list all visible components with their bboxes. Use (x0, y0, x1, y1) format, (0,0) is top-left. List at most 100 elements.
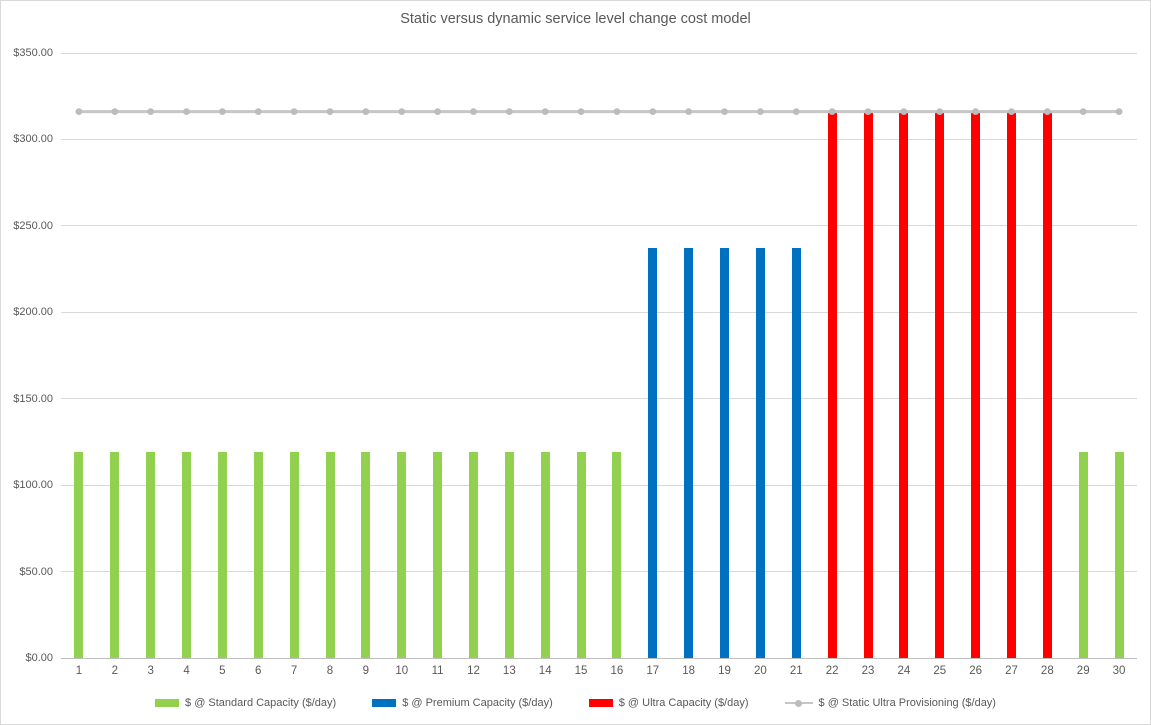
legend-label: $ @ Premium Capacity ($/day) (402, 697, 553, 709)
bar-day-30 (1114, 452, 1124, 658)
bar-day-6 (253, 452, 263, 658)
x-axis-label: 28 (1040, 665, 1054, 677)
x-axis-label: 7 (290, 665, 298, 677)
line-marker (254, 108, 262, 115)
line-marker (183, 108, 190, 115)
bar-day-10 (397, 452, 407, 658)
y-axis-label: $350.00 (13, 47, 53, 59)
line-marker (613, 108, 621, 115)
line-marker (326, 108, 334, 115)
x-axis-label: 22 (825, 665, 839, 677)
x-axis-label: 13 (502, 665, 516, 677)
gridline (61, 311, 1137, 313)
x-axis-label: 24 (897, 665, 911, 677)
bar-day-19 (720, 248, 730, 658)
bar-day-18 (684, 248, 694, 658)
bar-day-15 (576, 452, 586, 658)
line-marker (721, 108, 728, 115)
legend-label: $ @ Standard Capacity ($/day) (185, 697, 337, 709)
x-axis-label: 21 (789, 665, 803, 677)
x-axis-label: 9 (362, 665, 370, 677)
x-axis-label: 2 (111, 665, 118, 677)
bar-day-7 (289, 452, 299, 658)
gridline (61, 52, 1137, 54)
x-axis-label: 5 (219, 665, 226, 677)
legend-swatch-bar (155, 699, 180, 707)
bar-day-21 (791, 248, 801, 658)
gridline (61, 484, 1137, 486)
bar-day-12 (468, 452, 478, 658)
bar-day-23 (863, 111, 873, 658)
bar-day-27 (1006, 111, 1016, 658)
legend-item: $ @ Premium Capacity ($/day) (372, 697, 553, 709)
y-axis-label: $250.00 (13, 219, 53, 232)
bar-day-16 (612, 452, 622, 658)
line-marker (649, 108, 657, 115)
bar-day-14 (540, 452, 550, 658)
bar-day-3 (146, 452, 156, 658)
line-marker (434, 108, 441, 115)
x-axis-label: 25 (933, 665, 947, 677)
gridline (61, 225, 1137, 227)
legend-swatch-bar (372, 699, 397, 707)
bar-day-25 (935, 111, 945, 658)
bar-day-1 (74, 452, 84, 658)
line-marker (219, 108, 226, 115)
x-axis-line (61, 657, 1137, 659)
line-marker (290, 108, 298, 115)
bar-day-20 (755, 248, 765, 658)
line-marker (505, 108, 513, 115)
bar-day-8 (325, 452, 335, 658)
plot-area (61, 52, 1137, 659)
legend-label: $ @ Static Ultra Provisioning ($/day) (818, 697, 996, 709)
legend-marker-dot (795, 699, 803, 707)
bar-day-26 (971, 111, 981, 658)
y-axis-label: $300.00 (13, 133, 53, 146)
bar-day-28 (1042, 111, 1052, 658)
x-axis-label: 20 (753, 665, 767, 677)
gridline (61, 398, 1137, 400)
gridline (61, 571, 1137, 573)
line-marker (470, 108, 477, 115)
legend-swatch-bar (588, 699, 613, 707)
line-marker (577, 108, 585, 115)
y-axis-label: $150.00 (13, 392, 53, 405)
x-axis-label: 3 (147, 665, 154, 677)
bar-day-5 (217, 452, 227, 658)
line-marker (685, 108, 693, 115)
line-marker (792, 108, 800, 115)
legend-item: $ @ Static Ultra Provisioning ($/day) (784, 697, 996, 709)
x-axis-label: 12 (467, 665, 480, 677)
y-axis-label: $100.00 (13, 479, 53, 492)
x-axis-label: 10 (395, 665, 409, 677)
bar-day-9 (361, 452, 371, 658)
line-marker (541, 108, 549, 115)
x-axis-label: 26 (969, 665, 982, 677)
line-marker (1079, 108, 1087, 115)
x-axis-label: 1 (75, 665, 83, 677)
line-marker (757, 108, 764, 115)
gridline (61, 138, 1137, 140)
bar-day-29 (1078, 452, 1088, 658)
x-axis-label: 18 (682, 665, 696, 677)
bar-day-17 (648, 248, 658, 658)
x-axis-label: 14 (538, 665, 552, 677)
bar-day-4 (182, 452, 192, 658)
x-axis-label: 8 (326, 665, 334, 677)
line-marker (75, 108, 83, 115)
line-marker (398, 108, 406, 115)
line-marker (111, 108, 119, 115)
y-axis-label: $0.00 (25, 652, 53, 664)
line-marker (362, 108, 370, 115)
x-axis-label: 4 (183, 665, 190, 677)
bar-day-13 (504, 452, 514, 658)
legend-swatch-line (784, 699, 813, 708)
legend-label: $ @ Ultra Capacity ($/day) (618, 697, 749, 709)
legend-item: $ @ Ultra Capacity ($/day) (588, 697, 749, 709)
legend: $ @ Standard Capacity ($/day) $ @ Premium… (1, 697, 1150, 709)
y-axis-label: $50.00 (19, 565, 53, 578)
y-axis-label: $200.00 (13, 306, 53, 319)
x-axis-label: 16 (610, 665, 624, 677)
bar-day-24 (899, 111, 909, 658)
